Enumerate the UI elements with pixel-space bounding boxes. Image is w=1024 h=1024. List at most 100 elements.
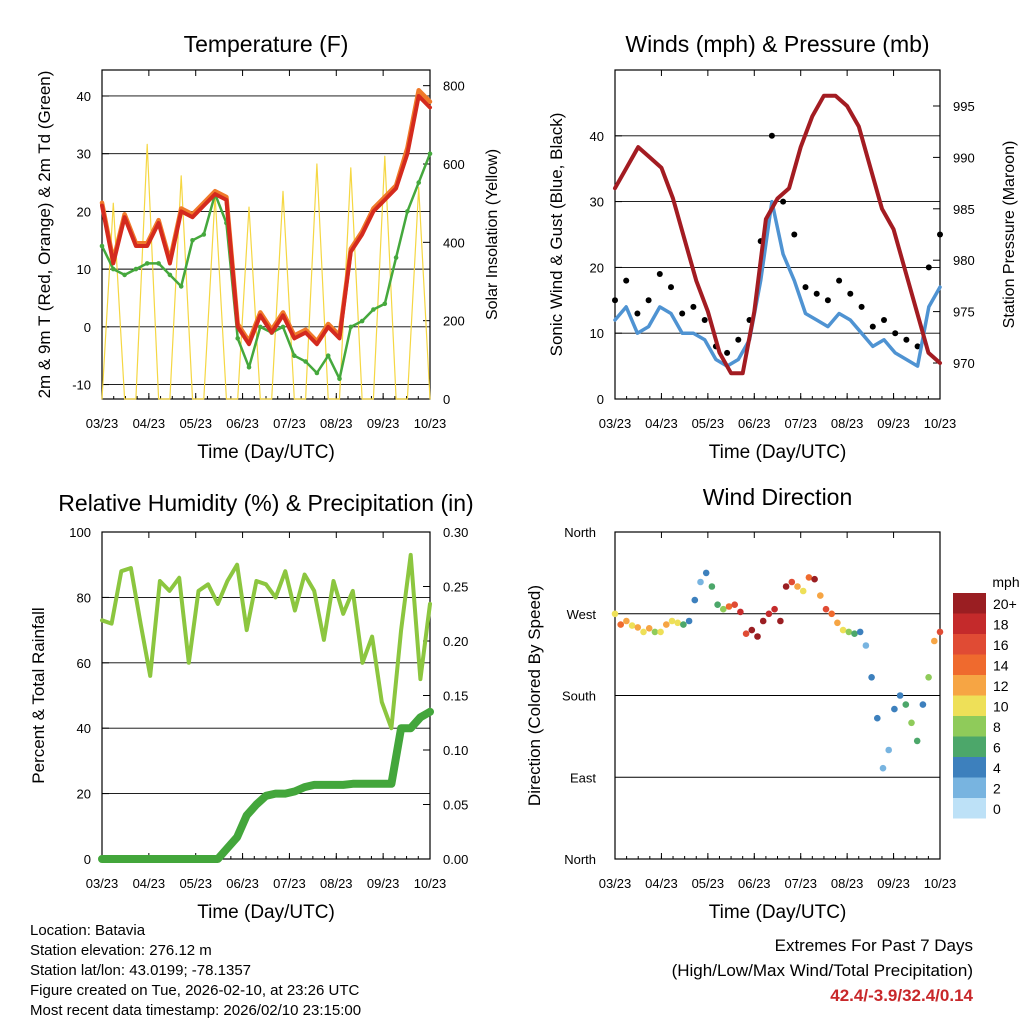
dewpoint-point [427, 151, 433, 156]
direction-point [651, 628, 659, 636]
direction-point [799, 587, 807, 595]
direction-point [617, 621, 624, 628]
y2-tick-label: 800 [443, 79, 465, 94]
direction-point [828, 610, 835, 618]
direction-point [640, 628, 647, 636]
x-axis-label: Time (Day/UTC) [709, 902, 847, 923]
direction-point [765, 610, 773, 618]
direction-point [805, 574, 813, 581]
dewpoint-line [100, 152, 432, 381]
y2-tick-label: 975 [953, 305, 975, 320]
direction-point [919, 701, 927, 708]
station-latlon: Station lat/lon: 43.0199; -78.1357 [30, 962, 252, 979]
direction-point [925, 674, 932, 681]
gust-point [836, 277, 843, 284]
gust-point [869, 323, 876, 330]
x-tick-label: 05/23 [692, 416, 725, 431]
colorbar-label: 4 [993, 760, 1001, 776]
gust-point [679, 310, 686, 317]
y-tick-label: 20 [77, 204, 91, 219]
direction-point [862, 642, 870, 649]
dewpoint-point [201, 232, 207, 237]
x-tick-label: 10/23 [414, 416, 447, 431]
direction-point [685, 617, 693, 625]
y-tick-label: 10 [77, 262, 91, 277]
extremes-subtitle: (High/Low/Max Wind/Total Precipitation) [671, 961, 973, 980]
y-tick-label: 20 [77, 787, 91, 802]
direction-point [908, 719, 915, 727]
direction-point [623, 617, 630, 625]
direction-point [936, 628, 944, 636]
y-axis-label: 2m & 9m T (Red, Orange) & 2m Td (Green) [35, 71, 54, 399]
colorbar-title: mph [992, 574, 1019, 590]
gust-point [925, 264, 932, 271]
y-tick-label: 100 [69, 525, 91, 540]
y-tick-label: East [570, 770, 596, 785]
x-tick-label: 05/23 [692, 876, 725, 891]
colorbar-swatch [953, 593, 986, 614]
colorbar-swatch [953, 695, 986, 716]
x-tick-label: 10/23 [924, 876, 957, 891]
y2-tick-label: 970 [953, 356, 975, 371]
y2-tick-label: 995 [953, 99, 975, 114]
direction-point [811, 575, 818, 583]
colorbar-label: 0 [993, 801, 1001, 817]
gust-point [780, 198, 787, 205]
direction-point [834, 619, 841, 627]
x-tick-label: 03/23 [86, 416, 119, 431]
y2-tick-label: 0.10 [443, 743, 468, 758]
direction-point [708, 583, 716, 590]
gust-point [668, 284, 674, 291]
direction-point [748, 626, 756, 634]
y-tick-label: 60 [77, 656, 91, 671]
direction-point [851, 630, 858, 637]
direction-point [879, 764, 887, 772]
y-tick-label: 20 [590, 260, 604, 275]
colorbar-swatch [953, 736, 986, 757]
colorbar-swatch [953, 634, 986, 655]
gust-point [724, 349, 731, 356]
x-tick-label: 05/23 [179, 876, 212, 891]
x-tick-label: 05/23 [179, 416, 212, 431]
direction-point [759, 617, 767, 625]
direction-point [885, 746, 892, 754]
chart-title: Relative Humidity (%) & Precipitation (i… [58, 490, 473, 516]
direction-point [697, 578, 704, 586]
direction-point [782, 583, 790, 590]
colorbar-label: 20+ [993, 596, 1017, 612]
x-tick-label: 08/23 [320, 416, 353, 431]
gust-point [892, 330, 899, 337]
direction-point [788, 578, 796, 586]
colorbar-swatch [953, 798, 986, 819]
direction-point [663, 621, 670, 628]
chart-title: Temperature (F) [184, 31, 349, 57]
x-tick-label: 04/23 [645, 416, 678, 431]
colorbar-label: 10 [993, 699, 1009, 715]
x-tick-label: 09/23 [367, 876, 400, 891]
direction-point [754, 633, 761, 640]
x-tick-label: 10/23 [924, 416, 957, 431]
y2-tick-label: 0.00 [443, 852, 468, 867]
direction-point [674, 619, 681, 627]
x-tick-label: 07/23 [273, 416, 306, 431]
gust-point [914, 343, 921, 350]
dewpoint-point [246, 365, 252, 370]
direction-point [902, 701, 910, 708]
x-tick-label: 04/23 [645, 876, 678, 891]
direction-point [822, 605, 830, 613]
dewpoint-point [167, 272, 173, 278]
direction-point [891, 705, 898, 713]
gust-point [802, 284, 809, 291]
colorbar-label: 8 [993, 719, 1001, 735]
y-axis-label: Direction (Colored By Speed) [525, 585, 544, 806]
x-tick-label: 07/23 [273, 876, 306, 891]
station-elevation: Station elevation: 276.12 m [30, 942, 212, 959]
gust-point [937, 231, 943, 238]
y2-tick-label: 985 [953, 202, 975, 217]
y-tick-label: 0 [84, 320, 91, 335]
y-tick-label: 0 [597, 392, 604, 407]
recent-timestamp: Most recent data timestamp: 2026/02/10 2… [30, 1002, 362, 1019]
dewpoint-point [122, 272, 127, 278]
y-tick-label: -10 [72, 378, 91, 393]
gust-point [701, 317, 708, 323]
